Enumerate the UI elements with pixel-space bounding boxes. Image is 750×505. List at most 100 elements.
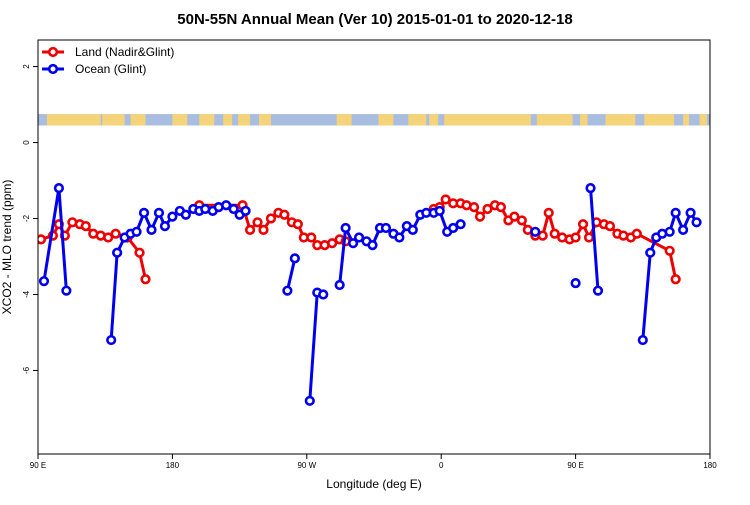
ocean-data-point	[106, 334, 117, 346]
land-data-point	[583, 232, 595, 243]
land-data-point	[604, 221, 616, 232]
land-data-point	[577, 219, 589, 230]
x-tick-label: 90 E	[30, 461, 46, 470]
legend-land-marker	[47, 46, 59, 58]
ocean-data-point	[112, 247, 123, 258]
mask-land-segment	[259, 114, 271, 126]
legend-ocean-label: Ocean (Glint)	[75, 62, 146, 76]
land-data-point	[468, 202, 480, 213]
ocean-data-point	[334, 279, 345, 291]
y-axis-label: XCO2 - MLO trend (ppm)	[0, 180, 14, 315]
ocean-data-point	[289, 253, 300, 264]
ocean-data-point	[367, 240, 378, 251]
land-data-point	[244, 224, 256, 236]
ocean-data-point	[153, 207, 165, 218]
mask-land-segment	[605, 114, 636, 126]
y-tick-label: -4	[22, 290, 31, 298]
land-data-point	[252, 217, 263, 228]
ocean-data-point	[637, 334, 648, 346]
ocean-data-point	[678, 224, 689, 236]
ocean-data-point	[592, 285, 604, 296]
ocean-data-point	[691, 217, 702, 228]
ocean-series-line	[308, 291, 324, 401]
ocean-data-point	[282, 285, 293, 296]
mask-land-segment	[580, 114, 588, 126]
land-mask-strip	[38, 114, 710, 126]
mask-land-segment	[683, 114, 690, 126]
mask-land-segment	[102, 114, 125, 126]
plot-frame	[37, 39, 711, 455]
legend-ocean-marker	[47, 63, 59, 75]
ocean-data-point	[434, 205, 445, 217]
y-axis: 2 0 -2 -4 -6	[22, 64, 38, 374]
mask-land-segment	[172, 114, 188, 126]
land-data-point	[570, 232, 581, 243]
mask-ocean-band	[38, 114, 710, 126]
land-data-point	[482, 203, 493, 215]
legend: Land (Nadir&Glint) Ocean (Glint)	[42, 45, 174, 76]
ocean-series-line	[589, 188, 600, 291]
land-data-point	[664, 245, 675, 256]
ocean-data-point	[61, 285, 72, 296]
legend-land-label: Land (Nadir&Glint)	[75, 45, 174, 59]
land-data-point	[440, 194, 451, 205]
y-tick-label: 0	[22, 140, 31, 145]
mask-land-segment	[378, 114, 394, 126]
mask-land-segment	[199, 114, 215, 126]
land-data-point	[134, 247, 145, 258]
ocean-data-point	[570, 277, 581, 289]
ocean-data-point	[240, 205, 251, 217]
ocean-data-point	[304, 395, 315, 406]
ocean-data-point	[645, 247, 656, 258]
mask-land-segment	[408, 114, 427, 126]
ocean-data-point	[340, 222, 351, 234]
ocean-data-point	[53, 183, 65, 194]
x-tick-label: 180	[166, 461, 180, 470]
ocean-data-point	[38, 276, 50, 287]
ocean-data-point	[448, 222, 459, 234]
land-data-point	[140, 274, 151, 285]
land-data-point	[549, 228, 560, 239]
ocean-data-point	[394, 232, 405, 243]
ocean-data-point	[228, 203, 239, 215]
mask-land-segment	[223, 114, 233, 126]
x-axis-label: Longitude (deg E)	[326, 477, 421, 491]
mask-land-segment	[429, 114, 439, 126]
x-tick-label: 90 E	[567, 461, 583, 470]
land-data-point	[258, 224, 269, 236]
land-data-point	[543, 207, 554, 218]
ocean-data-point	[131, 226, 142, 237]
x-tick-label: 90 W	[297, 461, 316, 470]
mask-land-segment	[699, 114, 708, 126]
land-data-point	[265, 213, 277, 224]
land-series-line	[433, 198, 678, 280]
series-group	[38, 183, 702, 406]
ocean-data-point	[380, 222, 392, 234]
land-data-point	[110, 228, 121, 239]
ocean-data-point	[585, 183, 596, 194]
y-tick-label: 2	[22, 64, 31, 69]
y-tick-label: -2	[22, 214, 31, 222]
ocean-series-line	[285, 258, 297, 292]
mask-land-segment	[130, 114, 146, 126]
ocean-data-point	[347, 238, 359, 249]
x-tick-label: 180	[703, 461, 717, 470]
ocean-data-point	[138, 207, 150, 218]
land-data-point	[292, 219, 303, 230]
ocean-data-point	[685, 207, 696, 218]
ocean-data-point	[407, 224, 418, 236]
ocean-data-point	[180, 209, 191, 220]
land-data-point	[327, 238, 338, 249]
ocean-data-point	[670, 207, 681, 218]
mask-land-segment	[336, 114, 352, 126]
land-data-point	[103, 232, 114, 243]
ocean-series-line	[338, 209, 462, 286]
y-tick-label: -6	[22, 366, 31, 374]
ocean-data-point	[353, 232, 365, 243]
land-data-point	[38, 234, 47, 245]
land-data-point	[80, 221, 91, 232]
mask-land-segment	[238, 114, 251, 126]
land-data-point	[670, 274, 681, 285]
